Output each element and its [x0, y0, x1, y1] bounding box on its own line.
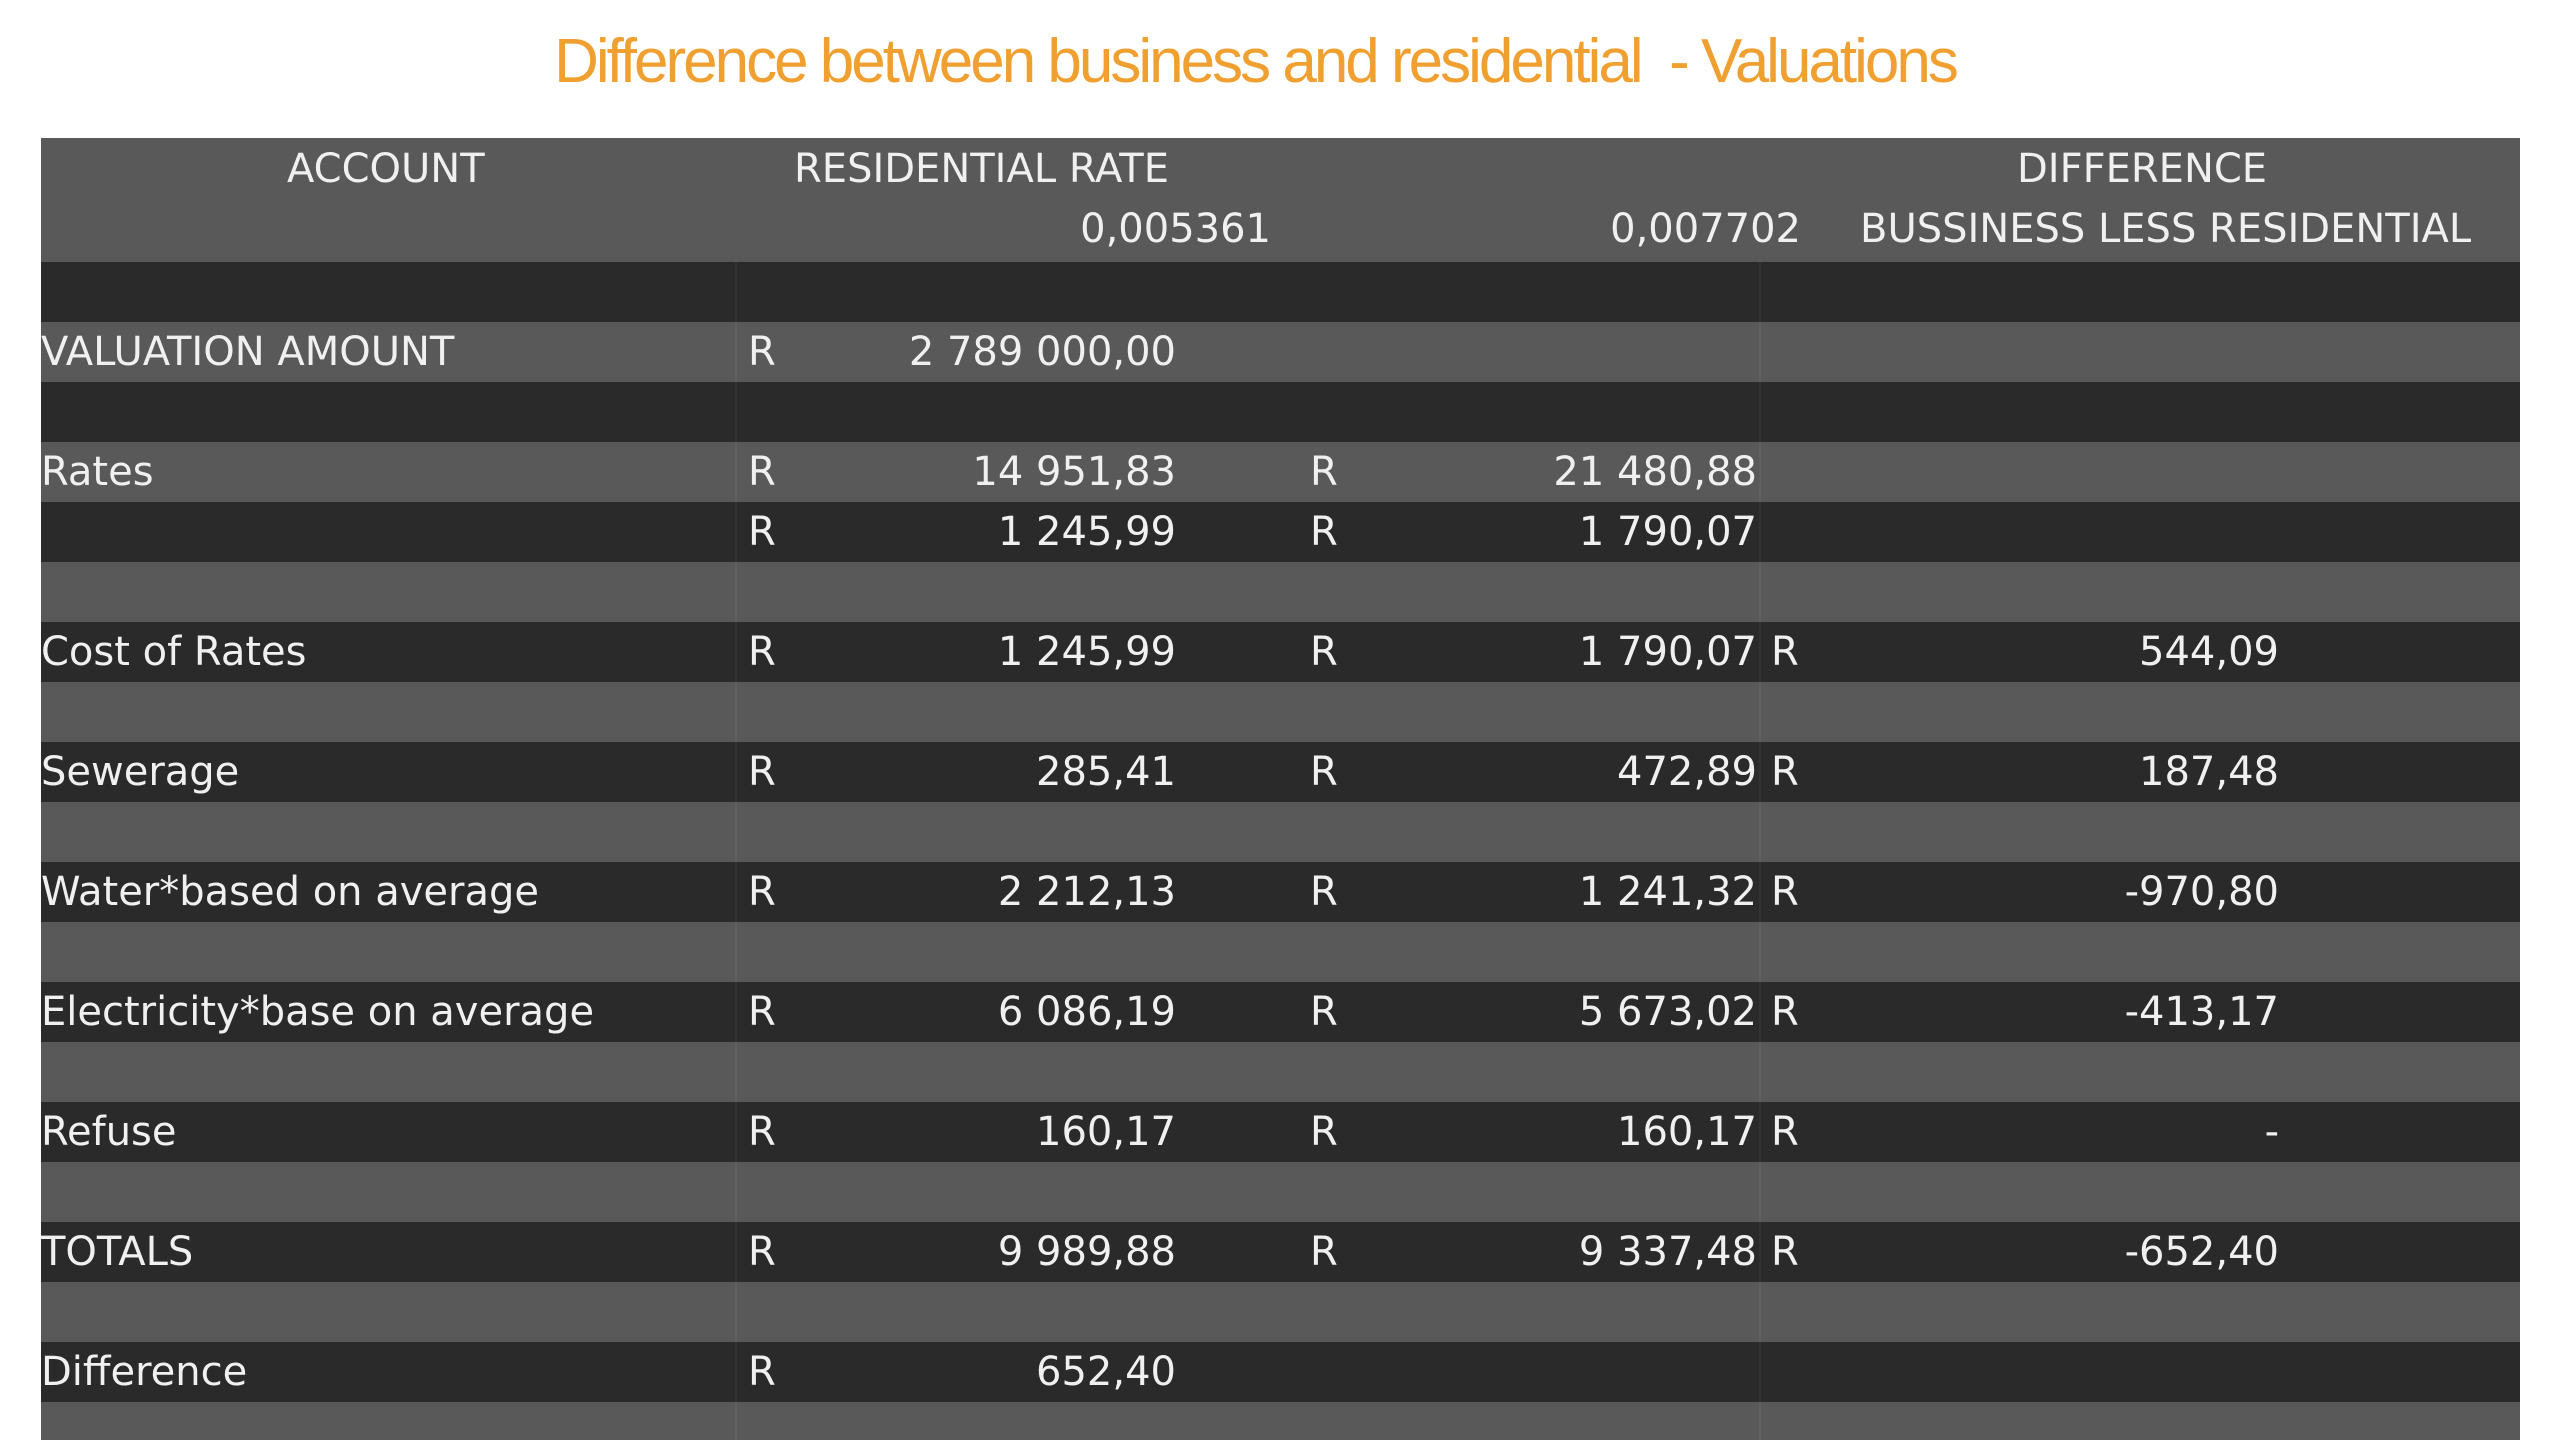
table-row: Rates R 14 951,83 R 21 480,88 [41, 442, 2520, 502]
residential-value: 160,17 [1036, 1109, 1176, 1155]
business-value: 160,17 [1617, 1109, 1757, 1155]
residential-value: 6 086,19 [997, 989, 1176, 1035]
business-value: 1 790,07 [1578, 509, 1757, 555]
business-value: 472,89 [1617, 749, 1757, 795]
table-header: ACCOUNT RESIDENTIAL RATE DIFFERENCE 0,00… [41, 138, 2520, 262]
table-row [41, 1402, 2520, 1440]
business-value: 21 480,88 [1553, 449, 1757, 495]
currency-r-difference: R [1771, 1109, 1799, 1155]
table-row: Difference R 652,40 [41, 1342, 2520, 1402]
header-residential-rate: RESIDENTIAL RATE [794, 146, 1169, 192]
residential-value: 1 245,99 [997, 629, 1176, 675]
table-row: VALUATION AMOUNT R 2 789 000,00 [41, 322, 2520, 382]
table-row: Sewerage R 285,41 R 472,89 R 187,48 [41, 742, 2520, 802]
difference-value: -413,17 [2124, 989, 2279, 1035]
residential-value: 652,40 [1036, 1349, 1176, 1395]
table-row: Electricity*base on average R 6 086,19 R 5 6… [41, 982, 2520, 1042]
currency-r-residential: R [748, 1349, 776, 1395]
business-value: 9 337,48 [1578, 1229, 1757, 1275]
currency-r-business: R [1310, 509, 1338, 555]
header-residential-value: 0,005361 [1080, 206, 1271, 252]
business-value: 1 241,32 [1578, 869, 1757, 915]
currency-r-difference: R [1771, 629, 1799, 675]
currency-r-business: R [1310, 1109, 1338, 1155]
currency-r-residential: R [748, 1229, 776, 1275]
difference-value: -970,80 [2124, 869, 2279, 915]
residential-value: 2 789 000,00 [908, 329, 1176, 375]
table-row [41, 1042, 2520, 1102]
currency-r-business: R [1310, 869, 1338, 915]
currency-r-business: R [1310, 749, 1338, 795]
row-label: VALUATION AMOUNT [41, 329, 455, 375]
difference-value: -652,40 [2124, 1229, 2279, 1275]
residential-value: 14 951,83 [972, 449, 1176, 495]
header-difference: DIFFERENCE [2017, 146, 2268, 192]
currency-r-business: R [1310, 989, 1338, 1035]
currency-r-residential: R [748, 989, 776, 1035]
currency-r-difference: R [1771, 749, 1799, 795]
row-label: Sewerage [41, 749, 240, 795]
row-label: Cost of Rates [41, 629, 307, 675]
difference-value: 544,09 [2139, 629, 2279, 675]
table-row: TOTALS R 9 989,88 R 9 337,48 R -652,40 [41, 1222, 2520, 1282]
row-label: Water*based on average [41, 869, 539, 915]
table-row [41, 922, 2520, 982]
currency-r-residential: R [748, 449, 776, 495]
table-row [41, 382, 2520, 442]
business-value: 5 673,02 [1578, 989, 1757, 1035]
column-divider [1759, 262, 1761, 1440]
currency-r-difference: R [1771, 869, 1799, 915]
difference-value: - [2264, 1109, 2279, 1155]
header-business-value: 0,007702 [1610, 206, 1801, 252]
row-label: Difference [41, 1349, 248, 1395]
currency-r-difference: R [1771, 1229, 1799, 1275]
currency-r-residential: R [748, 869, 776, 915]
page-title: Difference between business and resident… [554, 27, 1959, 96]
currency-r-business: R [1310, 629, 1338, 675]
header-difference-sub: BUSSINESS LESS RESIDENTIAL [1860, 206, 2472, 252]
business-value: 1 790,07 [1578, 629, 1757, 675]
table-row: Cost of Rates R 1 245,99 R 1 790,07 R 544,09 [41, 622, 2520, 682]
table-row [41, 1162, 2520, 1222]
row-label: TOTALS [41, 1229, 194, 1275]
row-label: Electricity*base on average [41, 989, 595, 1035]
table-row [41, 802, 2520, 862]
currency-r-business: R [1310, 1229, 1338, 1275]
table-row [41, 262, 2520, 322]
column-divider [735, 262, 737, 1440]
currency-r-residential: R [748, 1109, 776, 1155]
table-row: Water*based on average R 2 212,13 R 1 241,32… [41, 862, 2520, 922]
row-label: Refuse [41, 1109, 177, 1155]
currency-r-residential: R [748, 629, 776, 675]
currency-r-residential: R [748, 749, 776, 795]
residential-value: 285,41 [1036, 749, 1176, 795]
difference-value: 187,48 [2139, 749, 2279, 795]
table-row [41, 1282, 2520, 1342]
valuation-table: ACCOUNT RESIDENTIAL RATE DIFFERENCE 0,00… [41, 138, 2520, 1440]
currency-r-residential: R [748, 509, 776, 555]
row-label: Rates [41, 449, 154, 495]
table-row [41, 682, 2520, 742]
table-row: Refuse R 160,17 R 160,17 R - [41, 1102, 2520, 1162]
currency-r-difference: R [1771, 989, 1799, 1035]
currency-r-residential: R [748, 329, 776, 375]
residential-value: 1 245,99 [997, 509, 1176, 555]
residential-value: 2 212,13 [997, 869, 1176, 915]
header-account: ACCOUNT [287, 146, 485, 192]
table-row [41, 562, 2520, 622]
currency-r-business: R [1310, 449, 1338, 495]
table-row: R 1 245,99 R 1 790,07 [41, 502, 2520, 562]
residential-value: 9 989,88 [997, 1229, 1176, 1275]
